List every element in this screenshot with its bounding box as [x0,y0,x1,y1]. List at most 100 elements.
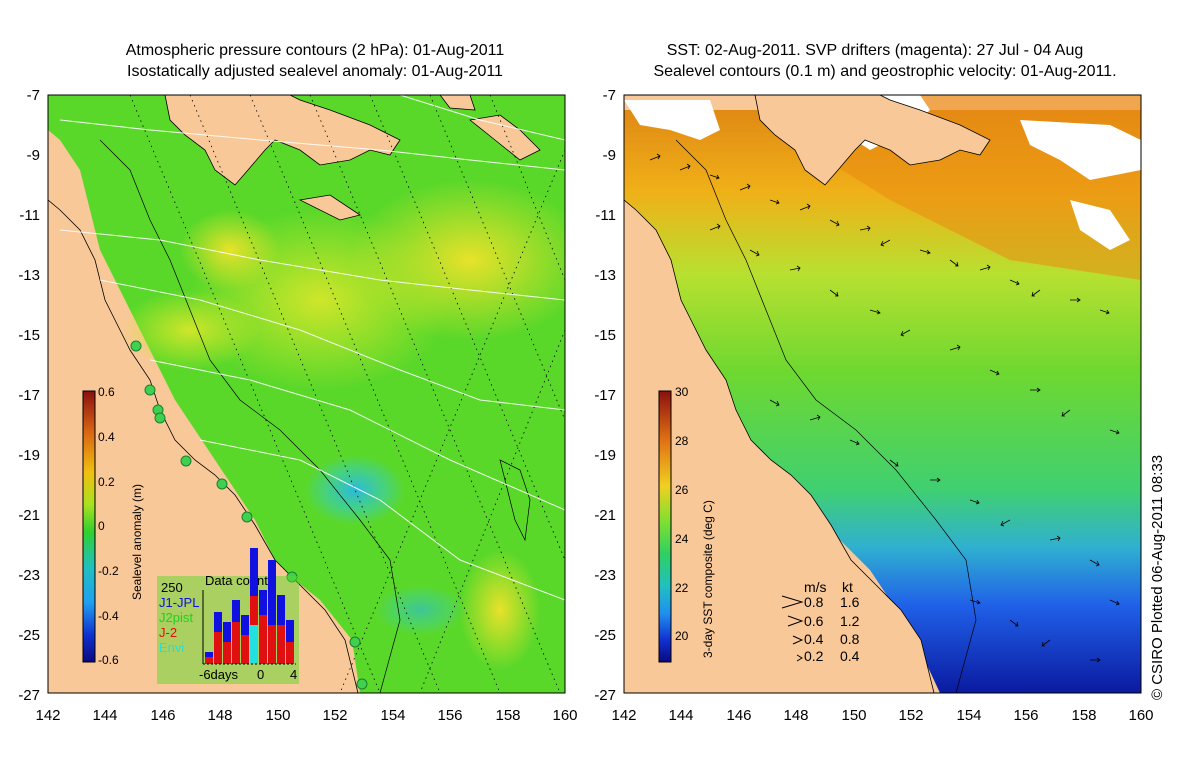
axis-tick-label: 158 [495,707,520,724]
axis-tick-label: 154 [380,707,405,724]
anomaly-low-patch [305,455,405,525]
left-y-axis: -7 -9 -11 -13 -15 -17 -19 -21 -23 -25 -2… [18,87,40,704]
left-colorbar-bar [82,390,96,663]
right-colorbar-tick: 28 [675,434,689,448]
right-colorbar-tick: 30 [675,385,689,399]
axis-tick-label: 1.6 [840,594,860,610]
left-map[interactable]: 0.6 0.4 0.2 0 -0.2 -0.4 -0.6 Sealevel an… [0,0,590,780]
left-colorbar-tick: -0.6 [98,653,119,667]
axis-tick-label: -21 [18,507,40,524]
data-count-max: 250 [161,580,183,595]
right-colorbar-tick: 20 [675,629,689,643]
anomaly-high-patch [460,550,540,670]
pressure-contours [59,95,565,601]
velocity-legend: m/s kt 0.8 1.6 0.6 1.2 0.4 0.8 0.2 0.4 [781,579,860,664]
data-count-axis-label: -6days [199,667,239,682]
data-count-title: Data count [205,573,268,588]
left-colorbar-tick: -0.4 [98,609,119,623]
axis-tick-label: 0.8 [804,594,824,610]
axis-tick-label: -13 [594,267,616,284]
left-title-line1: Atmospheric pressure contours (2 hPa): 0… [125,42,505,59]
axis-tick-label: 154 [956,707,981,724]
axis-tick-label: 148 [207,707,232,724]
axis-tick-label: -11 [595,207,616,224]
right-colorbar-bar [658,390,672,663]
left-colorbar-label: Sealevel anomaly (m) [130,484,144,600]
axis-tick-label: 0.2 [804,648,824,664]
axis-tick-label: -17 [594,387,616,404]
axis-tick-label: -15 [18,327,40,344]
axis-tick-label: 148 [783,707,808,724]
axis-tick-label: -25 [18,627,40,644]
left-colorbar-tick: 0.2 [98,475,115,489]
satellite-tracks [129,95,565,693]
legend-j2: J-2 [159,625,177,640]
axis-tick-label: 160 [1128,707,1153,724]
axis-tick-label: 150 [265,707,290,724]
left-x-axis: 142 144 146 148 150 152 154 156 158 160 [35,707,577,724]
axis-tick-label: 156 [1013,707,1038,724]
right-y-axis: -7 -9 -11 -13 -15 -17 -19 -21 -23 -25 -2… [594,87,616,704]
data-count-inset: Data count 250 J1-JPL J2pist J-2 Envi - [157,548,299,684]
axis-tick-label: -17 [18,387,40,404]
right-colorbar-tick: 24 [675,532,689,546]
left-new-guinea-land [48,95,401,186]
axis-tick-label: -13 [18,267,40,284]
axis-tick-label: -7 [27,87,40,104]
anomaly-high-patch [120,290,260,370]
right-colorbar-label: 3-day SST composite (deg C) [701,500,715,658]
bathymetry-contour [499,459,531,542]
axis-tick-label: 152 [322,707,347,724]
data-count-bars [205,548,294,664]
left-colorbar-tick: 0.6 [98,385,115,399]
tide-gauges[interactable] [130,340,368,690]
axis-tick-label: -9 [603,147,616,164]
bathymetry-contour [99,139,401,693]
axis-tick-label: -21 [594,507,616,524]
data-count-axis-label: 0 [257,667,264,682]
axis-tick-label: 144 [92,707,117,724]
legend-j2pist: J2pist [159,610,193,625]
axis-tick-label: -15 [594,327,616,344]
right-panel: SST: 02-Aug-2011. SVP drifters (magenta)… [590,0,1200,780]
right-colorbar-tick: 26 [675,483,689,497]
right-title-line1: SST: 02-Aug-2011. SVP drifters (magenta)… [666,42,1084,59]
geostrophic-velocity-arrows [649,153,1120,663]
credit-text: © CSIRO Plotted 06-Aug-2011 08:33 [1149,455,1166,700]
right-x-axis: 142 144 146 148 150 152 154 156 158 160 [611,707,1153,724]
legend-j1jpl: J1-JPL [159,595,199,610]
left-colorbar-tick: 0 [98,519,105,533]
left-title-line2: Isostatically adjusted sealevel anomaly:… [127,63,503,80]
anomaly-low-patch [375,585,465,635]
data-count-axis-label: 4 [290,667,297,682]
axis-tick-label: -23 [18,567,40,584]
axis-tick-label: 142 [611,707,636,724]
axis-tick-label: -11 [19,207,40,224]
left-panel: Atmospheric pressure contours (2 hPa): 0… [0,0,590,780]
axis-tick-label: 146 [150,707,175,724]
axis-tick-label: 156 [437,707,462,724]
axis-tick-label: -25 [594,627,616,644]
axis-tick-label: 160 [552,707,577,724]
axis-tick-label: 144 [668,707,693,724]
left-island [469,114,541,161]
axis-tick-label: -7 [603,87,616,104]
axis-tick-label: -19 [18,447,40,464]
axis-tick-label: 150 [841,707,866,724]
right-map[interactable]: 30 28 26 24 22 20 3-day SST composite (d… [590,0,1200,780]
axis-tick-label: 146 [726,707,751,724]
right-new-guinea-land [624,95,991,186]
axis-tick-label: -27 [594,687,616,704]
axis-tick-label: 0.4 [840,648,860,664]
axis-tick-label: 1.2 [840,613,860,629]
velocity-legend-header-kt: kt [842,579,853,595]
axis-tick-label: -27 [18,687,40,704]
anomaly-high-patch [180,210,280,290]
right-colorbar-tick: 22 [675,581,689,595]
left-colorbar-tick: 0.4 [98,430,115,444]
axis-tick-label: 0.8 [840,631,860,647]
axis-tick-label: 0.6 [804,613,824,629]
axis-tick-label: -19 [594,447,616,464]
bathymetry-contour [675,139,977,693]
legend-envi: Envi [159,640,184,655]
